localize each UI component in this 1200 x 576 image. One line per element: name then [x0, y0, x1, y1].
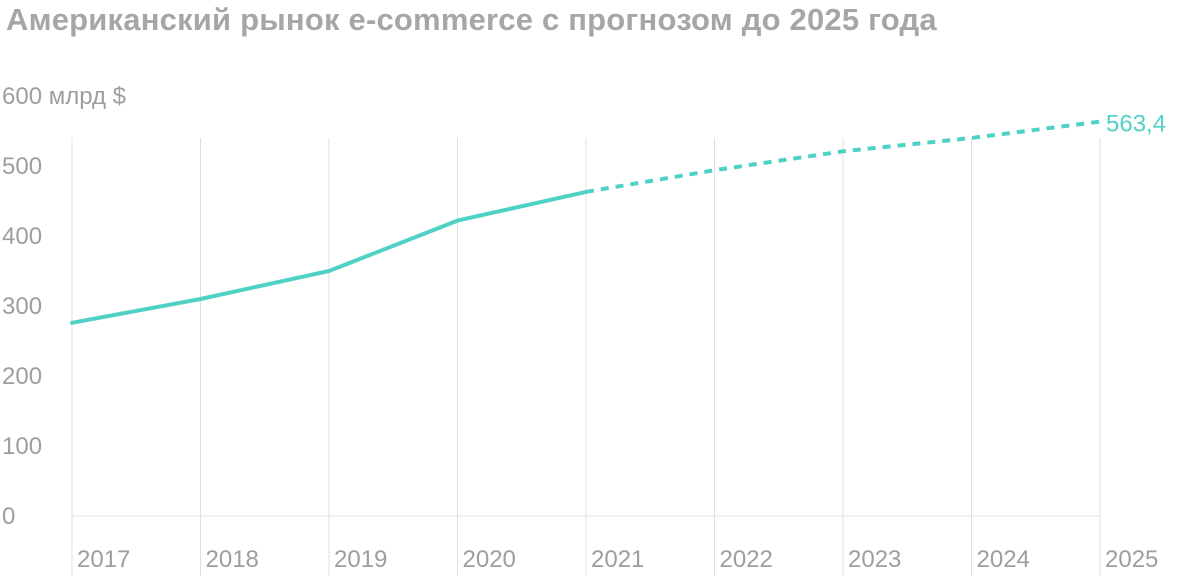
x-tick-label-2020: 2020 — [463, 546, 516, 573]
value-label-2025: 563,4 — [1106, 111, 1166, 138]
y-tick-label-400: 400 — [2, 223, 42, 250]
y-tick-label-300: 300 — [2, 293, 42, 320]
x-tick-label-2021: 2021 — [591, 546, 644, 573]
series-line-forecast — [585, 119, 1101, 194]
y-tick-label-0: 0 — [2, 503, 15, 530]
y-tick-label-100: 100 — [2, 433, 42, 460]
x-tick-label-2024: 2024 — [977, 546, 1030, 573]
x-tick-label-2022: 2022 — [720, 546, 773, 573]
series-line-actual — [70, 189, 588, 325]
y-tick-label-200: 200 — [2, 363, 42, 390]
x-tick-label-2023: 2023 — [848, 546, 901, 573]
y-axis-unit-label: 600 млрд $ — [2, 83, 126, 110]
x-tick-label-2025: 2025 — [1105, 546, 1158, 573]
y-tick-label-500: 500 — [2, 153, 42, 180]
x-tick-label-2019: 2019 — [334, 546, 387, 573]
x-tick-label-2017: 2017 — [77, 546, 130, 573]
chart-title: Американский рынок e-commerce с прогнозо… — [6, 2, 937, 37]
x-tick-label-2018: 2018 — [206, 546, 259, 573]
